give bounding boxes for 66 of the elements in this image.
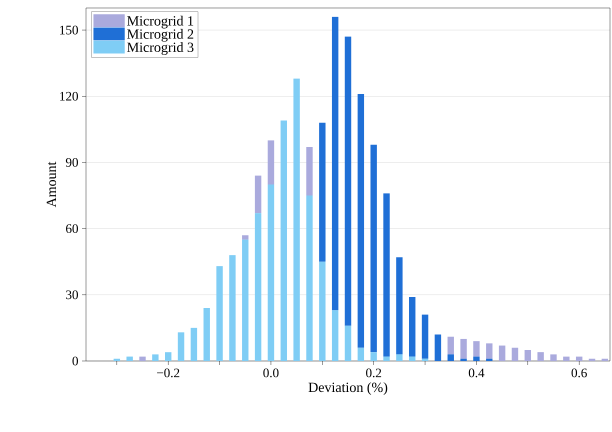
bar xyxy=(152,354,159,361)
bar xyxy=(563,356,570,361)
x-tick-label: −0.2 xyxy=(157,368,180,378)
bar xyxy=(383,193,390,357)
y-tick-label: 0 xyxy=(72,356,78,366)
bar xyxy=(268,184,274,361)
bar xyxy=(306,146,313,196)
legend-label: Microgrid 2 xyxy=(127,28,194,42)
bar xyxy=(524,350,532,361)
y-tick-label: 120 xyxy=(60,92,78,101)
x-tick-label: 0.4 xyxy=(468,368,484,378)
x-tick-label: 0.2 xyxy=(366,368,382,378)
bar xyxy=(550,354,557,361)
bar xyxy=(576,356,582,361)
legend-label: Microgrid 1 xyxy=(127,16,194,28)
bar xyxy=(332,310,338,361)
bar xyxy=(268,140,274,184)
bar xyxy=(358,94,364,348)
bar xyxy=(319,262,326,361)
bar xyxy=(242,240,248,361)
bar xyxy=(486,343,492,359)
y-tick-label: 60 xyxy=(66,224,78,234)
bar xyxy=(448,336,454,354)
bar xyxy=(358,348,364,361)
bar xyxy=(229,255,236,361)
bar xyxy=(306,196,313,361)
bar xyxy=(460,338,467,359)
bar xyxy=(254,213,262,361)
bar xyxy=(396,354,403,361)
x-tick-label: 0.6 xyxy=(572,368,587,378)
bar xyxy=(319,122,326,262)
legend-label: Microgrid 3 xyxy=(127,42,194,55)
bar xyxy=(434,334,442,361)
bar xyxy=(280,120,287,361)
y-tick-label: 150 xyxy=(60,26,78,34)
bar xyxy=(139,356,146,361)
bar xyxy=(332,16,338,310)
bar xyxy=(422,314,428,359)
bar xyxy=(537,352,544,361)
bar xyxy=(473,341,480,357)
bar xyxy=(498,346,506,361)
bar xyxy=(204,308,210,361)
bar xyxy=(409,297,416,357)
bar xyxy=(512,348,518,361)
bar xyxy=(383,356,390,361)
y-tick-label: 90 xyxy=(66,158,78,167)
x-axis-title: Deviation (%) xyxy=(308,382,388,395)
bar xyxy=(344,36,352,326)
y-axis-title: Amount xyxy=(46,162,56,208)
bar xyxy=(242,235,248,240)
bar xyxy=(178,332,184,361)
bar xyxy=(190,328,198,361)
bar xyxy=(448,354,454,361)
y-tick-label: 30 xyxy=(66,290,78,300)
bar xyxy=(293,78,300,361)
bar xyxy=(396,257,403,354)
bar xyxy=(344,326,352,361)
bar xyxy=(370,352,377,361)
bar xyxy=(370,144,377,352)
bar xyxy=(216,266,223,361)
x-tick-label: 0.0 xyxy=(263,368,279,378)
bar xyxy=(473,356,480,361)
bar xyxy=(126,356,133,361)
bar xyxy=(409,356,416,361)
bar xyxy=(164,352,172,361)
bar xyxy=(254,176,262,214)
